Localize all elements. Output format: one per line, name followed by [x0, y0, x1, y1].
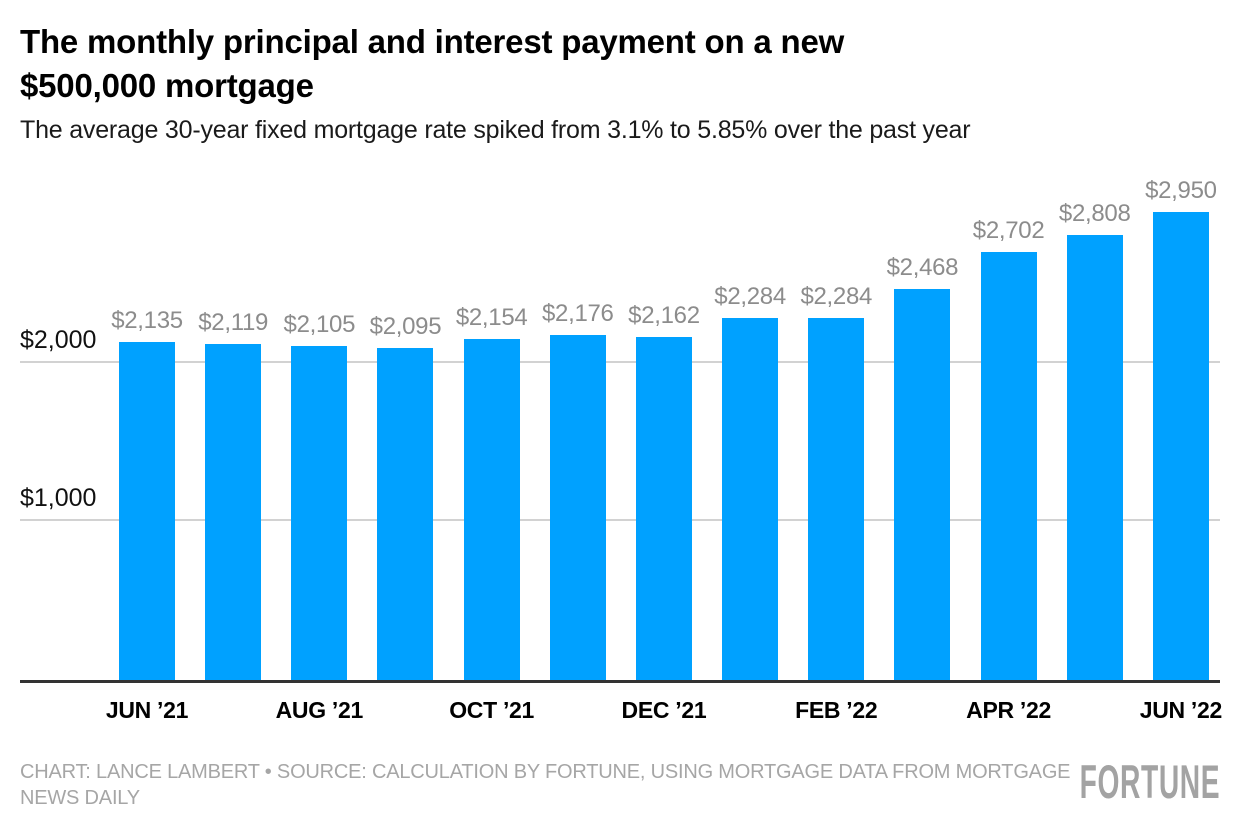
- bar: [1152, 212, 1209, 681]
- bar-value-label: $2,284: [714, 283, 786, 311]
- bar-slot-9: $2,284 FEB ’22: [795, 283, 878, 723]
- bar: [808, 318, 865, 681]
- bar: [980, 252, 1037, 681]
- bar-slot-3: $2,105 AUG ’21: [276, 311, 364, 723]
- bar-slot-8: $2,284: [714, 283, 786, 681]
- chart-title-line-1: The monthly principal and interest payme…: [20, 23, 845, 60]
- bar: [894, 289, 951, 681]
- bar-slot-12: $2,808: [1059, 200, 1131, 681]
- bar-value-label: $2,702: [972, 217, 1045, 245]
- chart-subtitle: The average 30-year fixed mortgage rate …: [20, 116, 971, 145]
- bar-value-label: $2,950: [1145, 177, 1217, 205]
- bar-chart: $2,135 JUN ’21 $2,119 $2,105 AUG ’21 $2,095 $2…: [20, 155, 1223, 723]
- x-axis-tick-label: OCT ’21: [449, 697, 535, 724]
- x-axis-tick-label: AUG ’21: [275, 697, 364, 724]
- footer: CHART: LANCE LAMBERT • SOURCE: CALCULATI…: [20, 755, 1220, 811]
- bar-slot-1: $2,135 JUN ’21: [106, 307, 189, 723]
- y-axis-tick-label: $2,000: [20, 326, 97, 355]
- chart-title-line-2: $500,000 mortgage: [20, 66, 314, 104]
- bar-value-label: $2,176: [541, 300, 614, 328]
- bar-slot-4: $2,095: [370, 313, 442, 681]
- bar: [722, 318, 779, 681]
- bar-slot-11: $2,702 APR ’22: [966, 217, 1051, 723]
- bar: [205, 344, 262, 681]
- bar-slot-2: $2,119: [198, 309, 268, 681]
- bar: [291, 346, 348, 681]
- bar: [377, 348, 434, 681]
- bar-slot-13: $2,950 JUN ’22: [1140, 177, 1223, 723]
- bar-value-label: $2,105: [283, 311, 356, 339]
- footer-credit-line-2: NEWS DAILY: [20, 787, 140, 810]
- x-axis-tick-label: FEB ’22: [795, 697, 878, 724]
- x-axis-tick-label: APR ’22: [966, 697, 1051, 724]
- bar: [1066, 235, 1123, 681]
- bar-value-label: $2,162: [628, 302, 700, 330]
- gridline: [20, 519, 1220, 522]
- plot-area: $2,135 JUN ’21 $2,119 $2,105 AUG ’21 $2,095 $2…: [20, 155, 1223, 723]
- bar: [635, 337, 692, 681]
- bar-slot-10: $2,468: [887, 254, 959, 681]
- bar-slot-5: $2,154 OCT ’21: [449, 304, 534, 723]
- bar-slot-7: $2,162 DEC ’21: [622, 302, 707, 723]
- footer-credit: CHART: LANCE LAMBERT • SOURCE: CALCULATI…: [20, 759, 1075, 811]
- bar-value-label: $2,468: [886, 254, 959, 282]
- x-axis-tick-label: JUN ’21: [105, 697, 189, 724]
- fortune-logo: FORTUNE: [1079, 755, 1220, 809]
- gridline: [20, 361, 1220, 364]
- x-axis-line: [20, 680, 1220, 684]
- bars-row: $2,135 JUN ’21 $2,119 $2,105 AUG ’21 $2,095 $2…: [106, 155, 1223, 723]
- chart-title: The monthly principal and interest payme…: [20, 20, 1220, 107]
- bar: [463, 339, 520, 681]
- bar-value-label: $2,284: [800, 283, 873, 311]
- bar-slot-6: $2,176: [542, 300, 614, 681]
- x-axis-tick-label: JUN ’22: [1139, 697, 1223, 724]
- y-axis-tick-label: $1,000: [20, 484, 97, 513]
- bar-value-label: $2,154: [455, 304, 528, 332]
- footer-credit-line-1: CHART: LANCE LAMBERT • SOURCE: CALCULATI…: [20, 761, 1071, 784]
- bar-value-label: $2,119: [198, 309, 269, 337]
- bar-value-label: $2,135: [111, 307, 183, 335]
- bar-value-label: $2,095: [369, 313, 442, 341]
- bar-value-label: $2,808: [1058, 200, 1131, 228]
- bar: [549, 335, 606, 681]
- bar: [119, 342, 175, 681]
- x-axis-tick-label: DEC ’21: [621, 697, 707, 724]
